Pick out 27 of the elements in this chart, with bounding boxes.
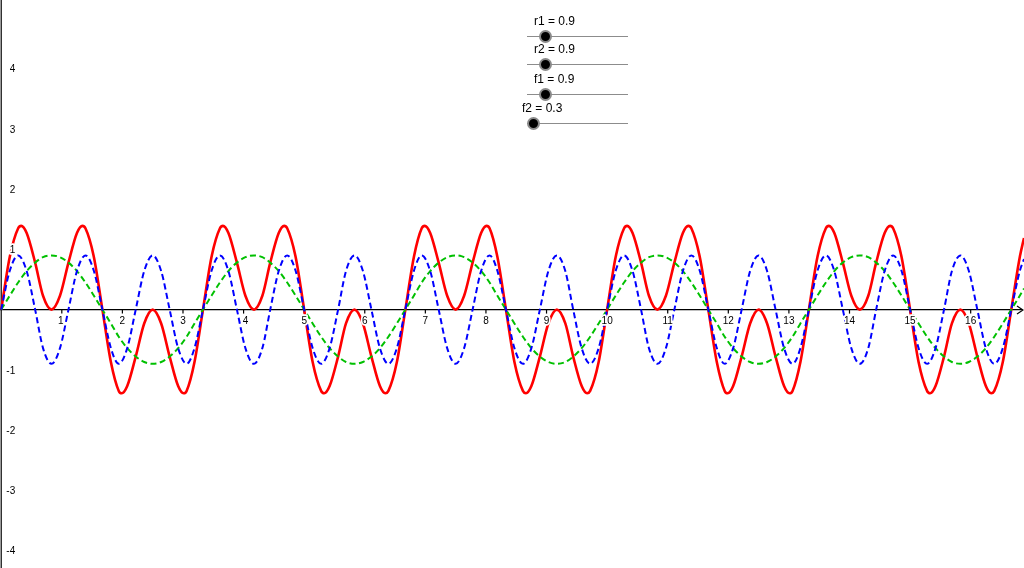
annotation: f2 = 0.3 <box>522 101 563 115</box>
y-tick-label: 1 <box>9 244 16 256</box>
x-tick-label: 2 <box>119 315 126 327</box>
x-tick-label: 1 <box>58 315 65 327</box>
y-tick-label: 4 <box>9 63 16 75</box>
x-tick-label: 5 <box>301 315 308 327</box>
x-tick-label: 7 <box>422 315 429 327</box>
x-tick-label: 12 <box>722 315 735 327</box>
annotation: r2 = 0.9 <box>534 42 576 56</box>
x-tick-label: 6 <box>361 315 368 327</box>
y-tick-label: -4 <box>6 545 16 557</box>
line-series <box>0 224 1024 395</box>
y-tick-label: 3 <box>9 123 16 135</box>
x-tick-label: 8 <box>483 315 490 327</box>
annotation: f1 = 0.9 <box>534 72 575 86</box>
x-tick-label: 13 <box>783 315 795 327</box>
x-tick-label: 4 <box>242 315 249 327</box>
x-tick-label: 11 <box>662 315 674 327</box>
y-tick-label: -1 <box>6 364 16 376</box>
line-series <box>0 254 1024 365</box>
x-tick-label: 3 <box>180 315 187 327</box>
x-tick-label: 9 <box>543 315 550 327</box>
y-tick-label: -3 <box>6 485 16 497</box>
y-tick-label: -2 <box>6 424 16 436</box>
x-tick-label: 14 <box>843 315 856 327</box>
annotation: r1 = 0.9 <box>534 14 576 28</box>
y-tick-label: 2 <box>9 183 16 195</box>
